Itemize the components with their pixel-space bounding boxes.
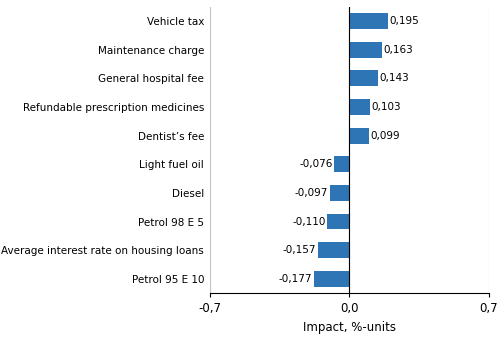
Bar [334, 156, 349, 172]
Text: 0,099: 0,099 [371, 131, 400, 141]
Bar [314, 271, 349, 287]
Text: 0,143: 0,143 [379, 73, 409, 83]
Text: 0,103: 0,103 [371, 102, 401, 112]
Bar [318, 242, 349, 258]
Bar [349, 42, 382, 58]
Text: 0,163: 0,163 [383, 45, 413, 55]
Bar [349, 70, 378, 86]
Text: -0,110: -0,110 [292, 217, 326, 226]
Text: -0,177: -0,177 [279, 274, 312, 284]
Bar [349, 13, 388, 29]
X-axis label: Impact, %-units: Impact, %-units [303, 321, 396, 334]
Text: 0,195: 0,195 [390, 16, 420, 26]
Bar [349, 128, 369, 144]
Text: -0,076: -0,076 [299, 159, 332, 169]
Bar [330, 185, 349, 201]
Bar [349, 99, 370, 115]
Text: -0,097: -0,097 [295, 188, 328, 198]
Bar [327, 214, 349, 229]
Text: -0,157: -0,157 [283, 245, 316, 255]
